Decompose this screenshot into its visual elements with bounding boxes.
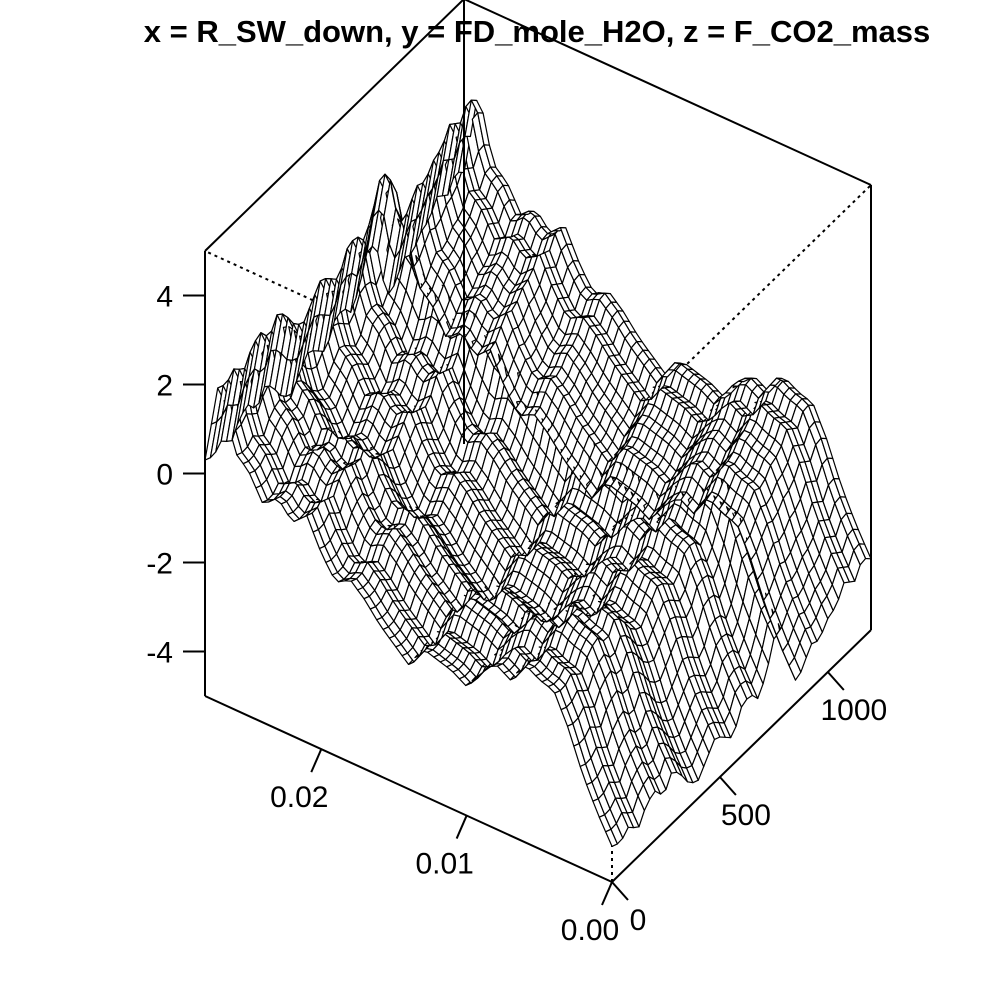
y-tick-label: 1000 xyxy=(820,694,887,727)
box-hidden-edges xyxy=(204,184,872,882)
z-tick-label: 0 xyxy=(156,459,173,492)
z-tick-label: 4 xyxy=(156,281,173,314)
x-tick xyxy=(310,748,323,773)
y-axis: 0 500 1000 xyxy=(611,671,887,937)
box-edge xyxy=(463,0,872,186)
x-tick-label: 0.00 xyxy=(561,914,619,947)
z-axis: -4 -2 0 2 4 xyxy=(146,281,205,670)
x-tick xyxy=(455,815,468,839)
z-tick-label: -4 xyxy=(146,637,173,670)
x-tick-label: 0.01 xyxy=(415,848,473,881)
y-tick xyxy=(827,671,845,691)
hidden-edge xyxy=(611,184,872,438)
box-edge xyxy=(204,695,613,883)
surface-mesh xyxy=(204,99,872,848)
y-tick xyxy=(719,776,737,796)
x-tick-label: 0.02 xyxy=(270,781,328,814)
y-tick xyxy=(611,881,629,901)
y-tick-label: 0 xyxy=(630,904,647,937)
hidden-edge xyxy=(204,250,613,438)
z-tick-label: -2 xyxy=(146,548,173,581)
y-tick-label: 500 xyxy=(721,799,771,832)
x-axis: 0.00 0.01 0.02 xyxy=(270,748,619,947)
z-tick-label: 2 xyxy=(156,370,173,403)
x-tick xyxy=(601,881,613,906)
box-edge xyxy=(204,0,465,252)
surface-facet xyxy=(858,543,872,560)
